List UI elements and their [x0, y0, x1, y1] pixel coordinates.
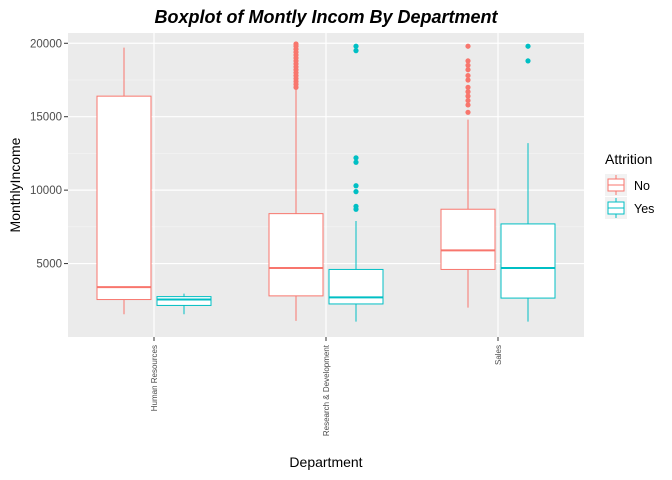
outlier-point: [465, 102, 471, 108]
box-iqr: [440, 208, 496, 270]
outlier-point: [353, 159, 359, 165]
box-no-0: [96, 47, 152, 315]
box-iqr: [268, 213, 324, 297]
box-no-2: [440, 43, 496, 308]
outlier-point: [465, 109, 471, 115]
outlier-point: [465, 72, 471, 79]
outlier-point: [465, 84, 471, 90]
x-axis-label: Department: [289, 454, 362, 470]
outlier-point: [353, 203, 359, 209]
legend-title: Attrition: [605, 151, 652, 167]
box-yes-0: [156, 293, 212, 315]
legend: Attrition No Yes: [605, 151, 654, 219]
outlier-point: [353, 43, 359, 49]
outlier-point: [353, 189, 359, 195]
outlier-point: [465, 62, 471, 68]
chart-title: Boxplot of Montly Incom By Department: [154, 7, 498, 27]
y-tick-label: 20000: [30, 38, 62, 50]
outlier-point: [465, 93, 471, 99]
outlier-point: [465, 89, 471, 95]
outlier-point: [465, 58, 471, 64]
grid-lines: [68, 33, 584, 337]
outlier-point: [465, 77, 471, 83]
axis-ticks: 5000 10000 15000 20000 Human Resources Resear…: [30, 38, 503, 436]
box-yes-2: [500, 43, 556, 322]
legend-item-yes: Yes: [605, 197, 654, 219]
boxes: [96, 41, 556, 322]
outlier-point: [353, 155, 359, 161]
box-iqr: [328, 268, 384, 305]
outlier-point: [525, 43, 531, 49]
x-tick-label: Research & Development: [322, 344, 331, 436]
legend-label: No: [634, 179, 650, 193]
outlier-point: [353, 48, 359, 54]
box-iqr: [156, 296, 212, 306]
y-tick-label: 15000: [30, 112, 62, 124]
y-tick-label: 10000: [30, 185, 62, 197]
x-tick-label: Sales: [494, 345, 503, 365]
outlier-point: [465, 67, 471, 73]
x-tick-label: Human Resources: [150, 345, 159, 411]
y-axis-label: MonthlyIncome: [7, 137, 23, 232]
outlier-point: [465, 97, 471, 104]
legend-item-no: No: [605, 174, 650, 196]
y-tick-label: 5000: [36, 259, 62, 271]
outlier-point: [465, 43, 471, 49]
box-iqr: [96, 95, 152, 301]
outlier-point: [293, 41, 299, 47]
legend-label: Yes: [634, 202, 654, 216]
box-iqr: [500, 223, 556, 299]
outlier-point: [353, 183, 359, 189]
box-yes-1: [328, 43, 384, 322]
outlier-point: [525, 58, 531, 64]
box-no-1: [268, 41, 324, 321]
